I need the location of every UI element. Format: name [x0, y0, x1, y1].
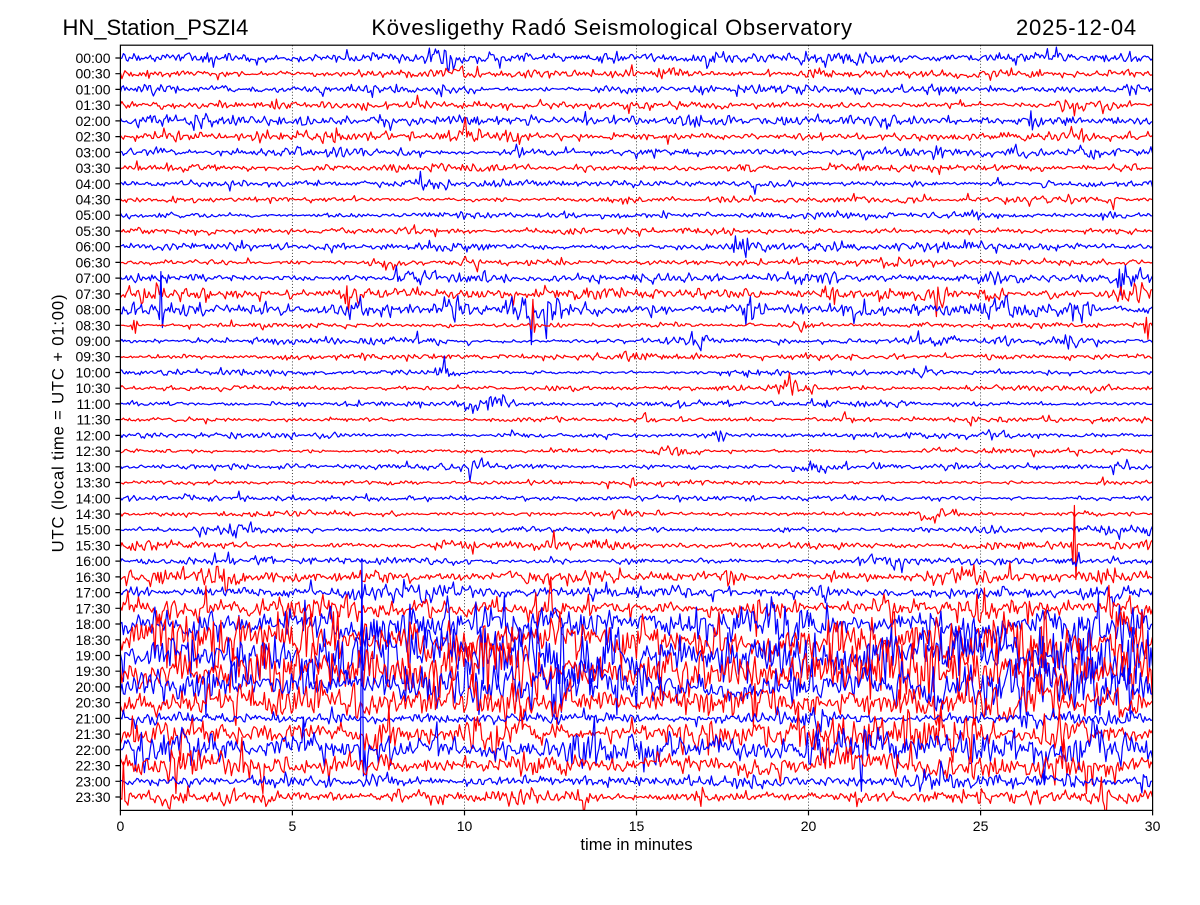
svg-text:03:30: 03:30 — [75, 160, 110, 176]
svg-text:23:30: 23:30 — [75, 789, 110, 805]
svg-text:14:00: 14:00 — [75, 490, 110, 506]
svg-text:09:00: 09:00 — [75, 333, 110, 349]
svg-text:21:00: 21:00 — [75, 710, 110, 726]
svg-text:10:30: 10:30 — [75, 380, 110, 396]
svg-text:02:30: 02:30 — [75, 129, 110, 145]
svg-text:00:00: 00:00 — [75, 50, 110, 66]
svg-text:16:30: 16:30 — [75, 569, 110, 585]
svg-text:20:00: 20:00 — [75, 679, 110, 695]
svg-text:17:00: 17:00 — [75, 585, 110, 601]
svg-text:Kövesligethy Radó Seismologica: Kövesligethy Radó Seismological Observat… — [371, 15, 852, 40]
svg-text:10: 10 — [457, 818, 473, 834]
svg-text:19:00: 19:00 — [75, 648, 110, 664]
svg-text:23:00: 23:00 — [75, 773, 110, 789]
svg-text:02:00: 02:00 — [75, 113, 110, 129]
svg-text:UTC (local time = UTC + 01:00): UTC (local time = UTC + 01:00) — [49, 294, 68, 553]
svg-text:16:00: 16:00 — [75, 553, 110, 569]
svg-text:13:30: 13:30 — [75, 475, 110, 491]
svg-text:18:30: 18:30 — [75, 632, 110, 648]
svg-text:17:30: 17:30 — [75, 600, 110, 616]
svg-text:10:00: 10:00 — [75, 365, 110, 381]
svg-text:5: 5 — [289, 818, 297, 834]
svg-text:11:30: 11:30 — [77, 412, 111, 428]
svg-text:06:30: 06:30 — [75, 254, 110, 270]
svg-text:15:30: 15:30 — [75, 537, 110, 553]
svg-text:04:30: 04:30 — [75, 192, 110, 208]
svg-text:22:30: 22:30 — [75, 758, 110, 774]
svg-text:25: 25 — [973, 818, 989, 834]
svg-text:15: 15 — [629, 818, 645, 834]
svg-text:09:30: 09:30 — [75, 349, 110, 365]
svg-text:14:30: 14:30 — [75, 506, 110, 522]
svg-text:03:00: 03:00 — [75, 144, 110, 160]
svg-text:20: 20 — [801, 818, 817, 834]
svg-text:time in minutes: time in minutes — [580, 835, 692, 854]
svg-text:2025-12-04: 2025-12-04 — [1016, 15, 1137, 40]
svg-text:15:00: 15:00 — [75, 522, 110, 538]
svg-text:08:00: 08:00 — [75, 302, 110, 318]
svg-text:05:00: 05:00 — [75, 207, 110, 223]
svg-text:30: 30 — [1145, 818, 1161, 834]
svg-text:19:30: 19:30 — [75, 663, 110, 679]
svg-text:12:30: 12:30 — [75, 443, 110, 459]
svg-text:12:00: 12:00 — [75, 427, 110, 443]
svg-text:07:00: 07:00 — [75, 270, 110, 286]
svg-text:04:00: 04:00 — [75, 176, 110, 192]
svg-text:01:00: 01:00 — [75, 81, 110, 97]
svg-text:13:00: 13:00 — [75, 459, 110, 475]
svg-text:11:00: 11:00 — [77, 396, 111, 412]
svg-text:07:30: 07:30 — [75, 286, 110, 302]
svg-text:05:30: 05:30 — [75, 223, 110, 239]
svg-text:18:00: 18:00 — [75, 616, 110, 632]
svg-text:0: 0 — [117, 818, 125, 834]
svg-text:08:30: 08:30 — [75, 317, 110, 333]
svg-text:06:00: 06:00 — [75, 239, 110, 255]
svg-text:22:00: 22:00 — [75, 742, 110, 758]
svg-text:20:30: 20:30 — [75, 695, 110, 711]
svg-text:01:30: 01:30 — [75, 97, 110, 113]
svg-text:HN_Station_PSZI4: HN_Station_PSZI4 — [63, 15, 249, 40]
svg-text:00:30: 00:30 — [75, 66, 110, 82]
svg-text:21:30: 21:30 — [75, 726, 110, 742]
